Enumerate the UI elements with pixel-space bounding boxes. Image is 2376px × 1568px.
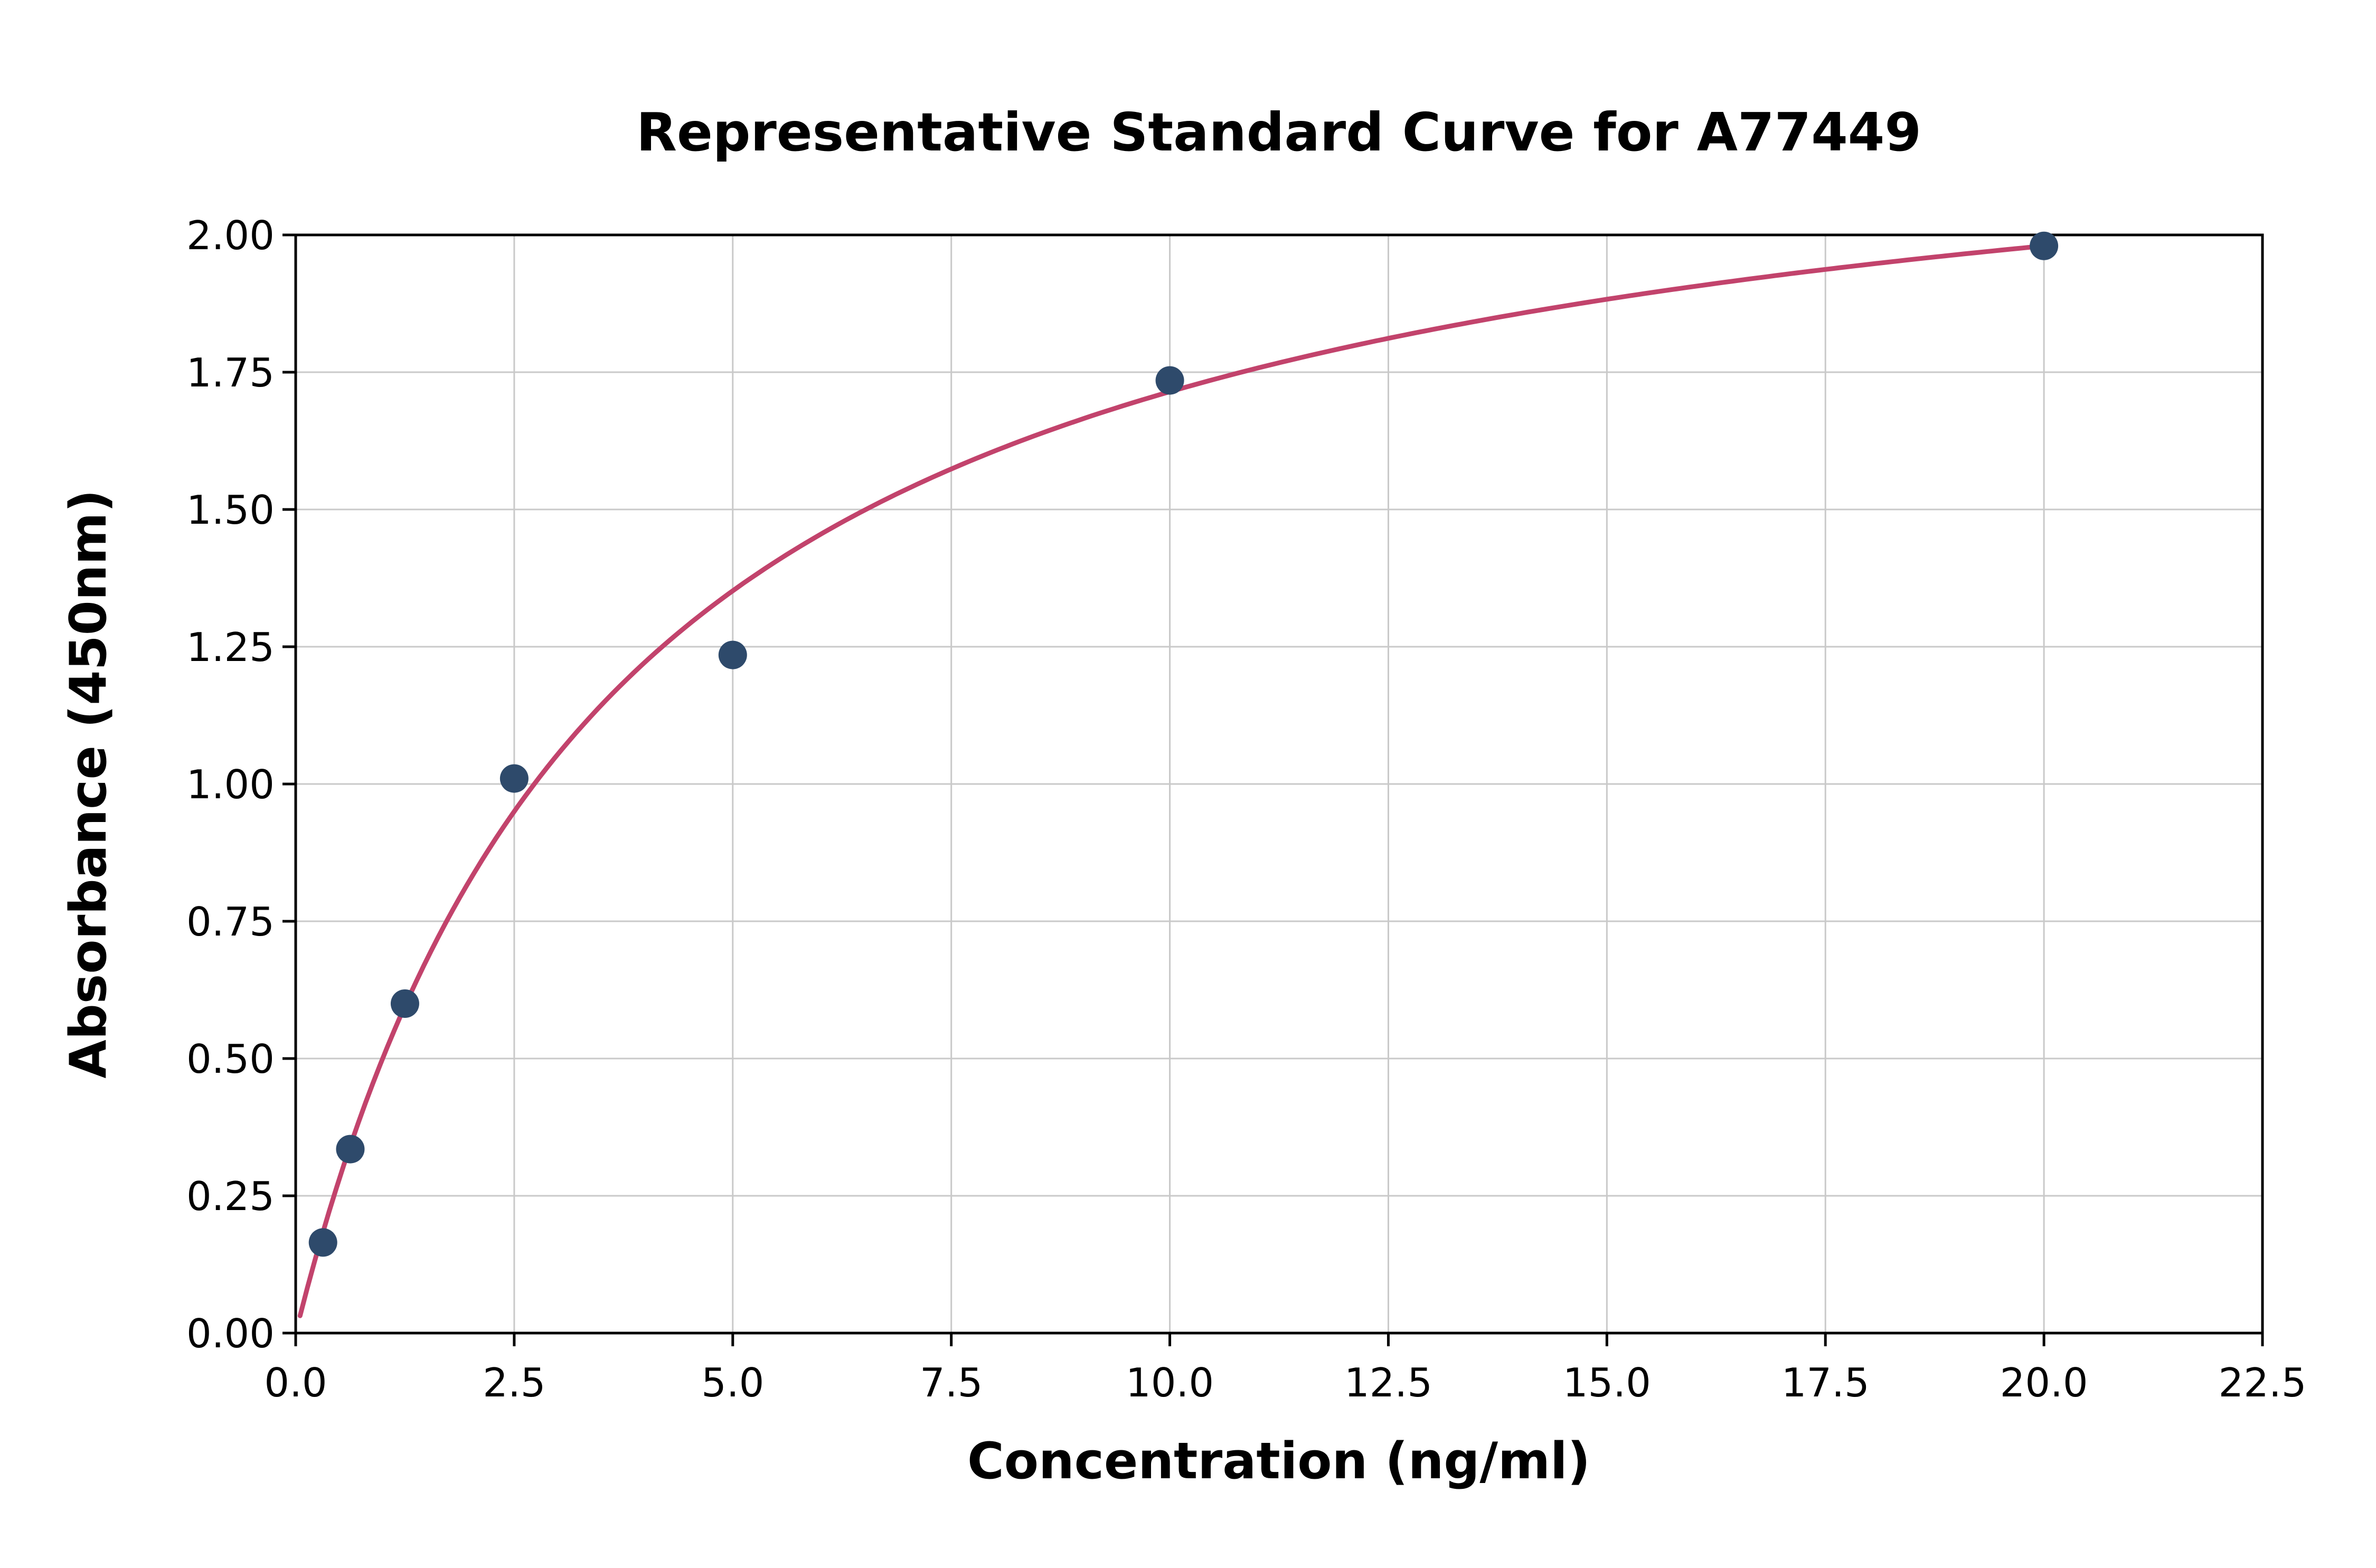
y-tick-label: 0.50 [186, 1036, 275, 1082]
x-tick-label: 7.5 [920, 1359, 983, 1406]
data-point [336, 1135, 365, 1164]
x-tick-label: 22.5 [2219, 1359, 2307, 1406]
x-tick-label: 17.5 [1781, 1359, 1870, 1406]
x-tick-label: 2.5 [483, 1359, 545, 1406]
y-axis-label: Absorbance (450nm) [60, 489, 118, 1079]
data-point [308, 1228, 337, 1257]
y-tick-label: 1.50 [186, 487, 275, 533]
y-tick-label: 1.00 [186, 761, 275, 808]
y-tick-label: 0.00 [186, 1310, 275, 1357]
y-tick-label: 0.75 [186, 899, 275, 945]
y-tick-label: 2.00 [186, 212, 275, 259]
y-tick-label: 1.75 [186, 350, 275, 396]
data-point [1155, 366, 1184, 395]
y-tick-label: 0.25 [186, 1173, 275, 1220]
x-tick-label: 5.0 [701, 1359, 764, 1406]
x-axis-label: Concentration (ng/ml) [967, 1432, 1590, 1490]
data-point [390, 989, 419, 1018]
data-point [718, 640, 747, 669]
x-tick-label: 12.5 [1344, 1359, 1432, 1406]
x-tick-label: 15.0 [1563, 1359, 1651, 1406]
data-point [499, 764, 529, 793]
data-points [308, 231, 2059, 1257]
tick-marks-and-labels: 0.0 2.5 5.0 7.5 10.0 12.5 15.0 17.5 20.0 22.5 0.00… [186, 212, 2307, 1406]
x-tick-label: 10.0 [1126, 1359, 1214, 1406]
x-tick-label: 20.0 [2000, 1359, 2088, 1406]
x-tick-label: 0.0 [264, 1359, 327, 1406]
y-tick-label: 1.25 [186, 624, 275, 670]
chart-title: Representative Standard Curve for A77449 [636, 101, 1921, 163]
data-point [2030, 231, 2059, 260]
